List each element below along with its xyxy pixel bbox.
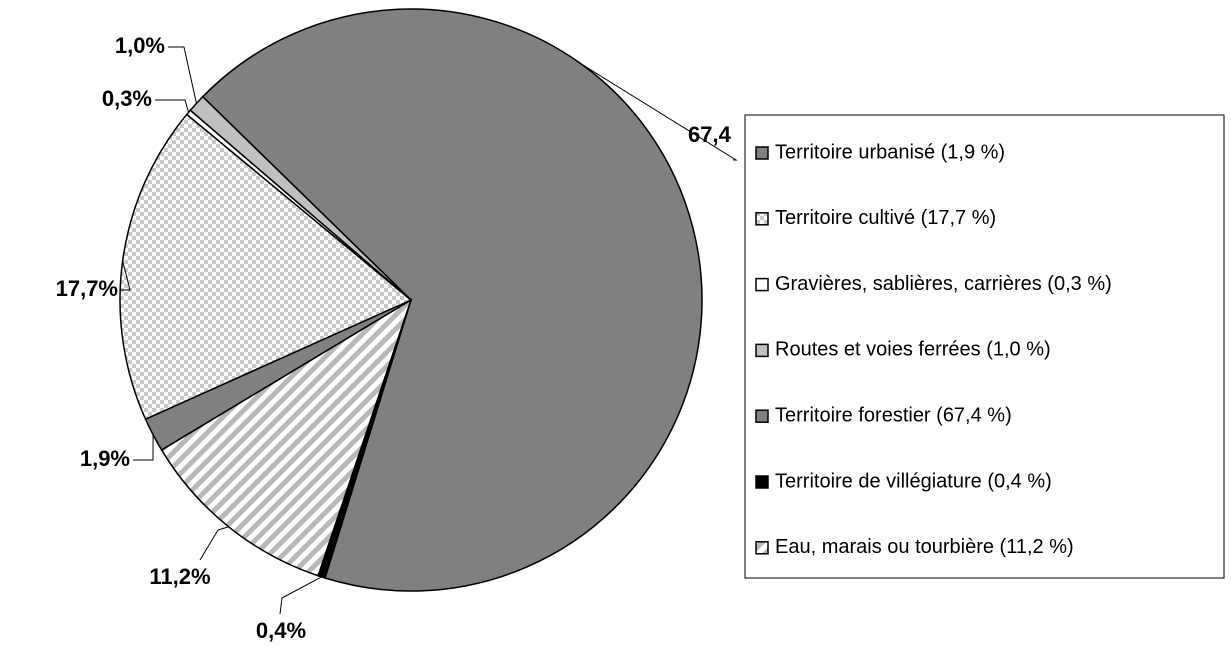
leader-line [279,576,322,615]
legend-box [744,114,1225,579]
value-label: 67,4 [688,122,732,147]
legend-swatch [755,541,769,555]
legend-swatch [755,277,769,292]
leader-line [199,526,229,561]
pie-slice [160,298,413,577]
legend-swatch [755,146,769,160]
legend-label: Territoire de villégiature (0,4 %) [775,470,1052,492]
legend-swatch [755,212,769,226]
value-label: 1,9% [80,446,130,471]
leader-line [121,260,131,291]
legend-label: Territoire urbanisé (1,9 %) [775,141,1005,163]
legend-swatch [755,409,769,423]
leader-line [580,63,738,161]
legend-swatch [755,343,769,358]
leader-line [168,46,197,104]
value-label: 17,7% [56,276,118,301]
legend-label: Territoire cultivé (17,7 %) [775,207,996,229]
value-label: 1,0% [115,33,165,58]
value-label: 0,4% [256,618,306,643]
value-label: 11,2% [149,564,210,589]
legend-label: Territoire forestier (67,4 %) [775,404,1012,426]
legend-label: Eau, marais ou tourbière (11,2 %) [775,536,1074,558]
leader-line [155,99,190,113]
pie-slice [201,8,703,592]
legend-label: Routes et voies ferrées (1,0 %) [775,339,1051,361]
legend-label: Gravières, sablières, carrières (0,3 %) [775,273,1112,295]
legend-swatch [755,475,769,489]
value-label: 0,3% [102,86,152,111]
leader-line [133,434,154,461]
